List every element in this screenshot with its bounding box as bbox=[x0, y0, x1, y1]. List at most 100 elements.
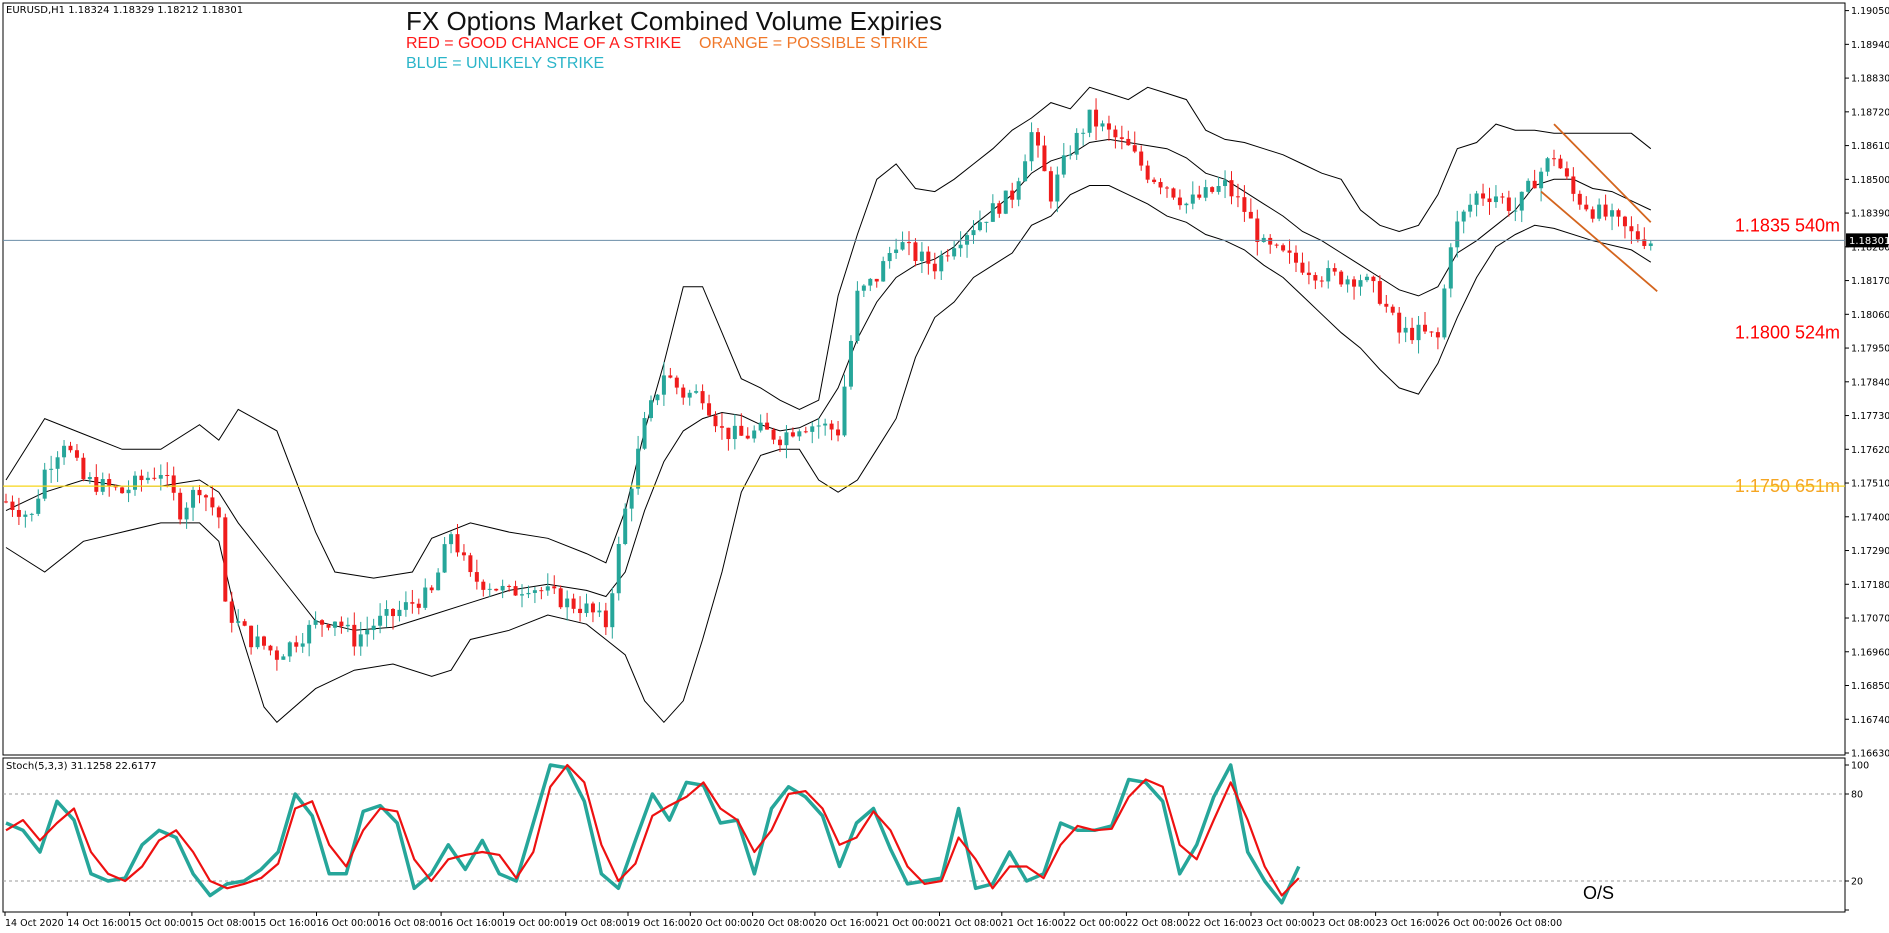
candle-bear bbox=[1584, 204, 1589, 210]
candle-bear bbox=[16, 509, 21, 517]
strike-level-lines bbox=[3, 239, 1845, 487]
candle-bull bbox=[1068, 154, 1073, 156]
stochastic-main-line bbox=[5, 763, 1301, 905]
current-price-value: 1.18301 bbox=[1849, 236, 1889, 247]
time-tick-label: 16 Oct 08:00 bbox=[379, 918, 441, 929]
candle-bull bbox=[442, 544, 447, 573]
candle-bull bbox=[649, 400, 653, 419]
oversold-annotation: O/S bbox=[1583, 883, 1614, 903]
candle-bear bbox=[874, 278, 879, 282]
candle-bull bbox=[500, 585, 505, 591]
candle-bear bbox=[1300, 262, 1305, 273]
candle-bull bbox=[1203, 187, 1208, 198]
time-tick-label: 22 Oct 16:00 bbox=[1189, 918, 1251, 929]
candle-bear bbox=[603, 610, 608, 628]
candle-bull bbox=[952, 248, 957, 257]
candle-bear bbox=[1616, 210, 1621, 217]
candle-bull bbox=[520, 594, 524, 596]
candle-bear bbox=[803, 431, 808, 433]
candle-bull bbox=[990, 203, 995, 222]
price-tick-label: 1.18500 bbox=[1851, 175, 1889, 186]
time-tick-label: 20 Oct 08:00 bbox=[753, 918, 815, 929]
candle-bear bbox=[1177, 197, 1182, 206]
price-tick-label: 1.17180 bbox=[1851, 580, 1889, 591]
candle-bear bbox=[1635, 231, 1640, 240]
channel-line-upper bbox=[1553, 123, 1652, 223]
current-price-tag bbox=[1846, 233, 1888, 248]
time-tick-label: 22 Oct 00:00 bbox=[1064, 918, 1126, 929]
time-tick-label: 26 Oct 00:00 bbox=[1438, 918, 1500, 929]
candle-bull bbox=[1345, 279, 1350, 285]
time-tick-label: 16 Oct 00:00 bbox=[317, 918, 379, 929]
price-tick-label: 1.18610 bbox=[1851, 141, 1889, 152]
candle-bear bbox=[765, 422, 770, 430]
strike-label-1750: 1.1750 651m bbox=[1735, 476, 1840, 496]
candle-bull bbox=[1081, 132, 1086, 134]
stoch-tick-label: 100 bbox=[1851, 761, 1869, 772]
candle-bull bbox=[642, 418, 647, 449]
candle-bull bbox=[378, 615, 383, 626]
candle-bear bbox=[674, 377, 679, 388]
candle-bull bbox=[1326, 268, 1331, 282]
candle-bull bbox=[1416, 324, 1421, 341]
time-tick-label: 23 Oct 16:00 bbox=[1376, 918, 1438, 929]
candle-bull bbox=[1055, 174, 1060, 202]
descending-channel bbox=[1540, 123, 1658, 292]
candle-bear bbox=[94, 476, 99, 492]
candle-bull bbox=[732, 425, 737, 440]
candle-bear bbox=[216, 507, 221, 518]
candle-bull bbox=[610, 593, 615, 628]
candle-bull bbox=[55, 457, 60, 469]
candle-bull bbox=[597, 610, 602, 613]
candle-bull bbox=[526, 592, 531, 595]
candle-bear bbox=[1319, 280, 1324, 282]
candle-bear bbox=[713, 415, 718, 427]
candle-bull bbox=[784, 432, 789, 446]
candle-bull bbox=[623, 508, 628, 545]
time-tick-label: 20 Oct 00:00 bbox=[690, 918, 752, 929]
candle-bull bbox=[861, 285, 866, 291]
candle-bull bbox=[752, 430, 757, 439]
candle-bull bbox=[184, 507, 189, 520]
candle-bull bbox=[236, 621, 241, 623]
candle-bear bbox=[1210, 187, 1215, 192]
candle-bear bbox=[120, 487, 125, 494]
candle-bear bbox=[700, 391, 705, 404]
candle-bear bbox=[1145, 165, 1150, 180]
candle-bull bbox=[900, 242, 905, 250]
price-tick-label: 1.18060 bbox=[1851, 310, 1889, 321]
price-tick-label: 1.18940 bbox=[1851, 40, 1889, 51]
candle-bear bbox=[1532, 180, 1537, 189]
candle-bear bbox=[1152, 179, 1157, 183]
price-tick-label: 1.18830 bbox=[1851, 74, 1889, 85]
candle-bear bbox=[1126, 138, 1131, 146]
stochastic-panel bbox=[2, 757, 1846, 913]
candle-bear bbox=[913, 242, 918, 262]
candle-bear bbox=[1577, 193, 1582, 205]
candle-bear bbox=[1332, 268, 1337, 272]
time-tick-label: 23 Oct 00:00 bbox=[1251, 918, 1313, 929]
candle-bear bbox=[1435, 332, 1440, 338]
candle-bear bbox=[558, 588, 563, 608]
candle-bear bbox=[1235, 196, 1240, 198]
candle-bear bbox=[1010, 190, 1015, 200]
candle-bull bbox=[42, 469, 47, 499]
stochastic-label: Stoch(5,3,3) 31.1258 22.6177 bbox=[6, 761, 157, 772]
candle-bear bbox=[1306, 272, 1311, 276]
price-tick-label: 1.16960 bbox=[1851, 647, 1889, 658]
candle-bull bbox=[1087, 109, 1092, 133]
candle-bear bbox=[416, 603, 421, 608]
candle-bear bbox=[1132, 145, 1137, 152]
candle-bull bbox=[1493, 196, 1498, 203]
candle-bull bbox=[100, 479, 105, 492]
price-tick-label: 1.17510 bbox=[1851, 479, 1889, 490]
time-tick-label: 21 Oct 00:00 bbox=[877, 918, 939, 929]
time-tick-label: 14 Oct 2020 bbox=[5, 918, 64, 929]
price-tick-label: 1.18720 bbox=[1851, 107, 1889, 118]
candle-bull bbox=[1029, 132, 1034, 162]
strike-label-1835: 1.1835 540m bbox=[1735, 215, 1840, 235]
candle-bull bbox=[1448, 247, 1453, 289]
candle-bull bbox=[984, 221, 989, 223]
candle-bear bbox=[771, 429, 776, 440]
candle-bull bbox=[255, 636, 260, 648]
